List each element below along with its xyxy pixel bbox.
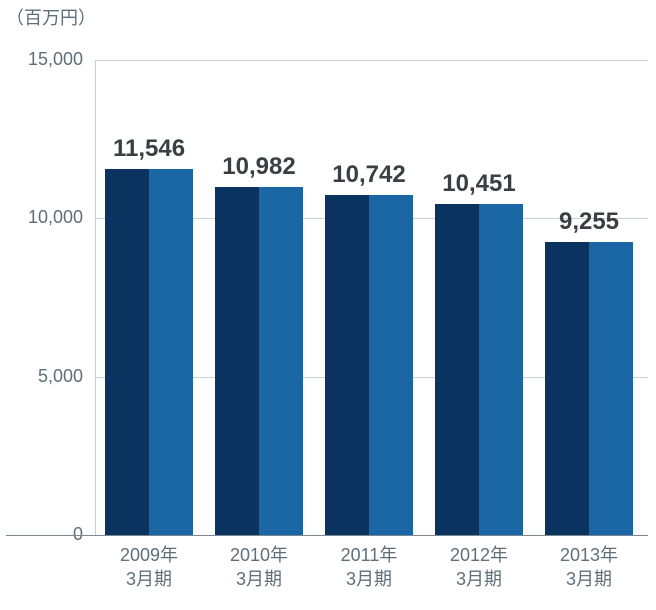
value-label: 10,742 xyxy=(315,161,423,189)
x-tick-label: 2013年 3月期 xyxy=(535,543,643,592)
x-tick-label: 2010年 3月期 xyxy=(205,543,313,592)
x-axis-line xyxy=(6,535,648,536)
bar-chart: （百万円） 05,00010,00015,00011,5462009年 3月期1… xyxy=(0,0,656,610)
y-tick-label: 5,000 xyxy=(0,366,83,387)
y-tick-label: 10,000 xyxy=(0,207,83,228)
unit-label: （百万円） xyxy=(6,4,96,30)
value-label: 11,546 xyxy=(95,135,203,163)
bar-left xyxy=(215,187,259,535)
gridline xyxy=(95,60,648,61)
y-axis-line xyxy=(95,60,96,535)
bar-left xyxy=(545,242,589,535)
x-tick-label: 2012年 3月期 xyxy=(425,543,533,592)
bar-right xyxy=(259,187,303,535)
value-label: 10,451 xyxy=(425,170,533,198)
bar-right xyxy=(589,242,633,535)
bar-left xyxy=(105,169,149,535)
bar-right xyxy=(369,195,413,535)
bar-right xyxy=(479,204,523,535)
bar-left xyxy=(435,204,479,535)
y-tick-label: 15,000 xyxy=(0,49,83,70)
bar-right xyxy=(149,169,193,535)
value-label: 10,982 xyxy=(205,153,313,181)
value-label: 9,255 xyxy=(535,208,643,236)
x-tick-label: 2009年 3月期 xyxy=(95,543,203,592)
x-tick-label: 2011年 3月期 xyxy=(315,543,423,592)
bar-left xyxy=(325,195,369,535)
